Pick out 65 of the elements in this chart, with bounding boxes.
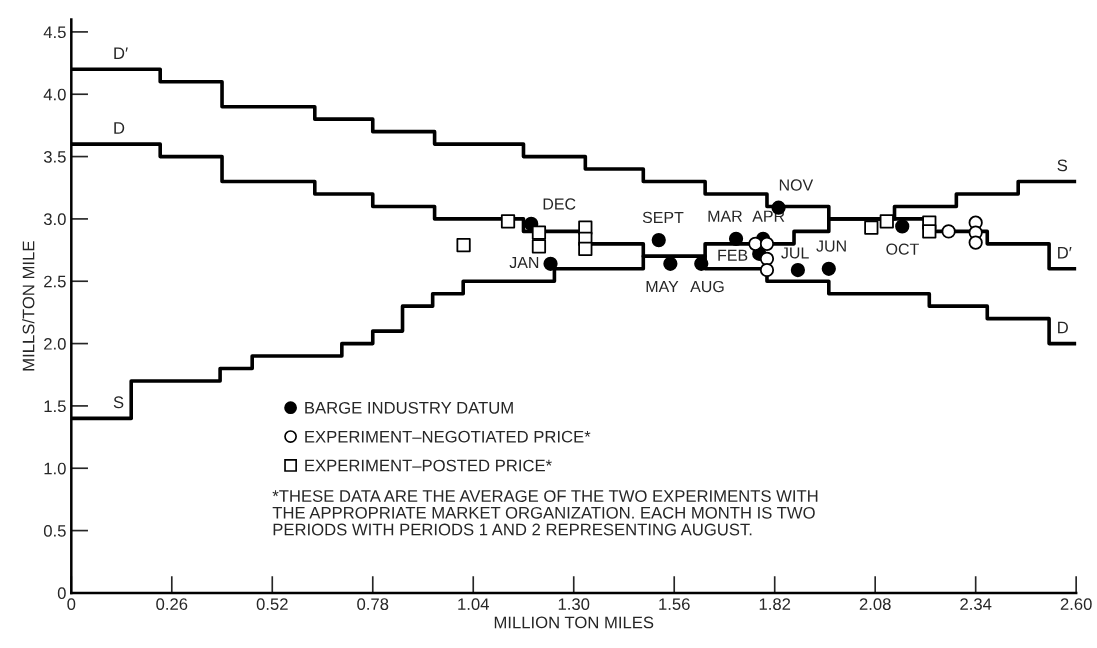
y-tick-label: 2.0 — [44, 337, 66, 350]
y-axis-title: MILLS/TON MILE — [22, 241, 35, 371]
annotation: AUG — [690, 280, 724, 293]
y-tick-label: 3.0 — [43, 213, 66, 226]
series-label: D — [1058, 321, 1068, 334]
x-tick-label: 0 — [67, 598, 76, 611]
annotation: OCT — [886, 243, 919, 255]
point — [968, 235, 983, 250]
annotation: MAY — [646, 281, 679, 293]
point — [663, 256, 678, 271]
series-label: S — [113, 396, 124, 409]
annotation: DEC — [543, 198, 576, 210]
point — [922, 224, 937, 239]
point — [500, 214, 516, 229]
point — [864, 220, 879, 235]
x-tick-label: 1.30 — [558, 598, 590, 611]
legend-label: EXPERIMENT–POSTED PRICE* — [305, 459, 552, 472]
y-tick-label: 1.5 — [44, 400, 66, 413]
annotation: FEB — [718, 249, 748, 261]
point — [895, 219, 910, 234]
point — [941, 224, 956, 239]
x-axis-title: MILLION TON MILES — [494, 616, 654, 629]
annotation: JUL — [781, 247, 809, 259]
point — [456, 237, 471, 253]
y-tick-label: 4.5 — [43, 26, 66, 39]
x-tick-label: 0.78 — [357, 598, 389, 611]
text: D′ — [114, 47, 128, 59]
x-tick-label: 0.52 — [256, 598, 288, 611]
point — [578, 241, 593, 256]
y-tick-label: 3.5 — [43, 150, 66, 163]
y-tick-label: 0.5 — [43, 524, 66, 537]
x-tick-label: 2.08 — [859, 598, 891, 611]
y-tick-label: 0 — [57, 587, 66, 600]
annotation: NOV — [779, 179, 814, 191]
point — [694, 256, 709, 271]
text: S — [1057, 159, 1068, 172]
legend-label: EXPERIMENT–NEGOTIATED PRICE* — [305, 430, 591, 443]
annotation: JAN — [509, 256, 539, 269]
annotation: SEPT — [642, 211, 684, 224]
point — [728, 231, 744, 246]
legend-label: BARGE INDUSTRY DATUM — [305, 401, 513, 414]
point — [531, 239, 547, 254]
x-tick-label: 2.60 — [1060, 598, 1092, 611]
y-tick-label: 1.0 — [44, 462, 66, 475]
annotation: MAR — [708, 210, 742, 222]
annotation: *THESE DATA ARE THE AVERAGE OF THE TWO EXPERIMENTS WITH THE APPROPRIATE MARKET ORGANIZATION. EACH MONTH IS TWO PERIODS WITH PERIODS 1 AND 2 REPRESENTING AUGUST. — [272, 490, 818, 536]
x-tick-label: 1.04 — [458, 598, 489, 611]
y-tick-label: 4.0 — [43, 88, 66, 101]
point — [748, 236, 763, 251]
point — [543, 256, 558, 271]
series-label: D′ — [1058, 246, 1072, 259]
point — [759, 236, 775, 251]
x-tick-label: 2.34 — [960, 598, 992, 611]
point — [531, 225, 547, 240]
annotation: JUN — [816, 240, 846, 252]
x-tick-label: 1.82 — [759, 598, 791, 611]
point — [790, 262, 806, 278]
point — [879, 214, 894, 229]
y-tick-label: 2.5 — [44, 275, 66, 288]
point — [821, 261, 836, 276]
x-tick-label: 0.26 — [156, 598, 188, 611]
point — [651, 232, 666, 248]
x-tick-label: 1.56 — [659, 598, 690, 611]
point — [759, 262, 775, 278]
text: D — [114, 122, 125, 134]
